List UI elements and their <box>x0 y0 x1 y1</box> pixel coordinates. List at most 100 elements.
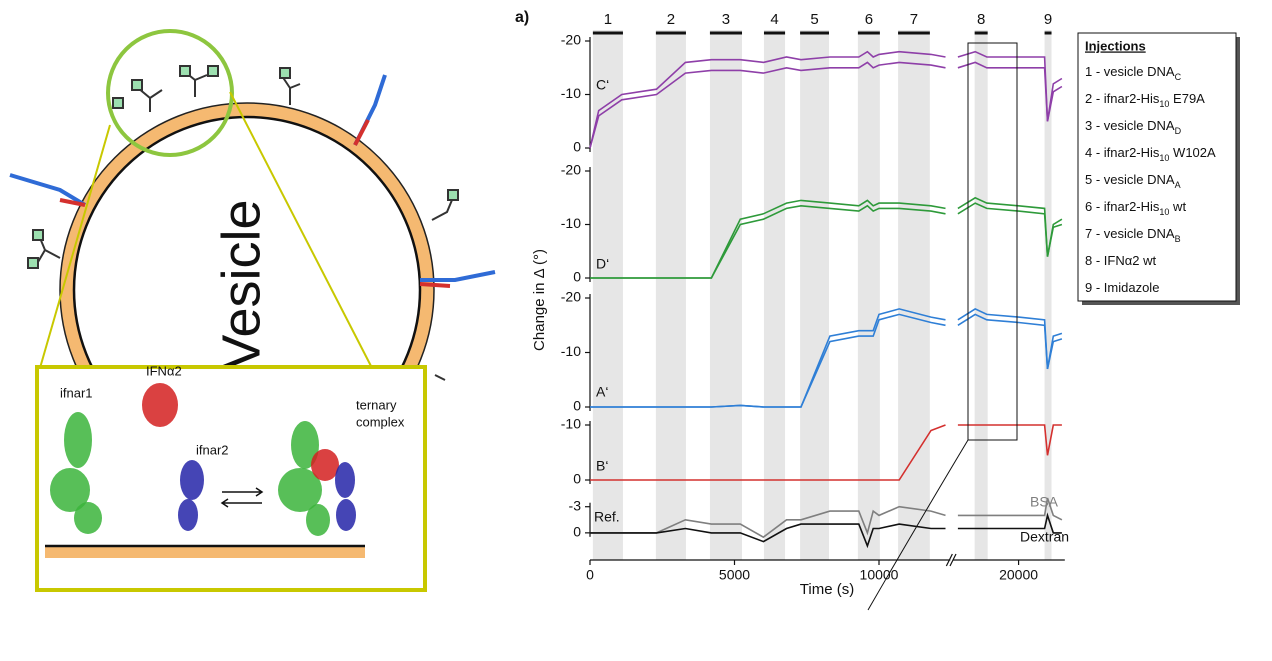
x-tick-label: 0 <box>586 567 594 583</box>
zoom-box <box>967 42 1018 441</box>
legend-item: 3 - vesicle DNAD <box>1085 118 1182 136</box>
vesicle-label: Vesicle <box>211 199 271 370</box>
legend-text: 5 - vesicle DNA <box>1085 172 1175 187</box>
legend-text: 6 - ifnar2-His <box>1085 199 1160 214</box>
legend-item: 4 - ifnar2-His10 W102A <box>1085 145 1216 163</box>
dna-anchors <box>9 74 496 288</box>
legend-item: 9 - Imidazole <box>1085 280 1159 295</box>
x-tick-label: 10000 <box>860 567 899 583</box>
legend-title: Injections <box>1085 38 1146 53</box>
y-tick-label: 0 <box>573 471 581 487</box>
y-tick-label: -10 <box>561 215 581 231</box>
injection-band <box>857 30 880 560</box>
injection-label: 8 <box>977 11 985 28</box>
legend-item: 5 - vesicle DNAA <box>1085 172 1181 190</box>
legend-suffix: E79A <box>1169 91 1205 106</box>
legend-item: 1 - vesicle DNAC <box>1085 64 1182 82</box>
legend-text: 9 - Imidazole <box>1085 280 1159 295</box>
legend-box <box>1077 32 1237 302</box>
injection-label: 4 <box>770 11 778 28</box>
panel-label: A‘ <box>596 384 608 400</box>
injection-label: 2 <box>667 11 675 28</box>
legend-text: 7 - vesicle DNA <box>1085 226 1175 241</box>
y-tick-label: -10 <box>561 416 581 432</box>
zoom-line <box>39 124 111 369</box>
axis-break <box>949 553 957 567</box>
injection-band <box>800 30 830 560</box>
legend-suffix: W102A <box>1169 145 1216 160</box>
injection-band <box>974 30 988 560</box>
y-axis-label: Change in Δ (°) <box>531 249 548 351</box>
x-tick-label: 20000 <box>999 567 1038 583</box>
ifna2-label: IFNα2 <box>146 363 182 378</box>
legend-sub: 10 <box>1159 207 1169 217</box>
axis-break <box>945 553 953 567</box>
x-axis-label: Time (s) <box>800 581 854 598</box>
figure-label: a) <box>515 9 529 26</box>
injection-label: 7 <box>910 11 918 28</box>
injection-label: 3 <box>722 11 730 28</box>
series-label: BSA <box>1030 494 1059 510</box>
y-tick-label: -20 <box>561 32 581 48</box>
complex-label: complex <box>356 414 405 429</box>
y-tick-label: 0 <box>573 398 581 414</box>
legend-text: 2 - ifnar2-His <box>1085 91 1160 106</box>
injection-band <box>763 30 786 560</box>
legend-sub: 10 <box>1159 153 1169 163</box>
legend-text: 3 - vesicle DNA <box>1085 118 1175 133</box>
equilibrium-arrows <box>220 487 264 508</box>
y-tick-label: -10 <box>561 343 581 359</box>
panel-label: Ref. <box>594 509 620 525</box>
ifnar2-label: ifnar2 <box>196 442 229 457</box>
x-tick-label: 5000 <box>719 567 750 583</box>
data-line <box>590 313 1063 408</box>
data-line <box>590 424 1062 481</box>
complex-label: ternary <box>356 397 397 412</box>
zoom-circle <box>106 29 234 157</box>
legend-text: 8 - IFNα2 wt <box>1085 253 1156 268</box>
legend-item: 6 - ifnar2-His10 wt <box>1085 199 1186 217</box>
legend-sub: C <box>1175 72 1182 82</box>
injection-band <box>655 30 686 560</box>
injection-label: 5 <box>810 11 818 28</box>
legend-item: 2 - ifnar2-His10 E79A <box>1085 91 1205 109</box>
injection-band <box>1044 30 1052 560</box>
receptors <box>27 65 459 381</box>
plot: 1 2 3 4 5 6 7 8 9 0 5000 10000 20000 0 -10 -20 C‘ 0 -10 -20… <box>561 11 1069 583</box>
legend-suffix: wt <box>1169 199 1186 214</box>
y-tick-label: -10 <box>561 85 581 101</box>
data-line <box>590 202 1063 279</box>
injection-label: 1 <box>604 11 612 28</box>
y-tick-label: 0 <box>573 269 581 285</box>
zoom-connector <box>867 439 969 611</box>
legend-text: 4 - ifnar2-His <box>1085 145 1160 160</box>
legend-item: 7 - vesicle DNAB <box>1085 226 1181 244</box>
panel-label: B‘ <box>596 458 608 474</box>
panel-label: C‘ <box>596 77 609 93</box>
series-label: Dextran <box>1020 529 1069 545</box>
legend-sub: B <box>1175 234 1181 244</box>
ifnar1-label: ifnar1 <box>60 385 93 400</box>
panel-label: D‘ <box>596 256 609 272</box>
y-tick-label: 0 <box>573 524 581 540</box>
legend-item: 8 - IFNα2 wt <box>1085 253 1156 268</box>
data-line <box>589 50 1063 149</box>
y-tick-label: -3 <box>569 497 582 513</box>
injection-label: 9 <box>1044 11 1052 28</box>
zoom-line <box>229 91 373 369</box>
vesicle-diagram: Vesicle ifnar1 IFNα2 ifnar2 ternary comp… <box>9 29 496 592</box>
inset-membrane <box>45 546 365 558</box>
data-line <box>590 512 1062 549</box>
proteins <box>50 383 356 536</box>
legend-sub: 10 <box>1159 99 1169 109</box>
injection-label: 6 <box>865 11 873 28</box>
y-tick-label: 0 <box>573 139 581 155</box>
legend-sub: A <box>1175 180 1181 190</box>
y-tick-label: -20 <box>561 289 581 305</box>
legend-sub: D <box>1175 126 1182 136</box>
legend-text: 1 - vesicle DNA <box>1085 64 1175 79</box>
y-tick-label: -20 <box>561 162 581 178</box>
